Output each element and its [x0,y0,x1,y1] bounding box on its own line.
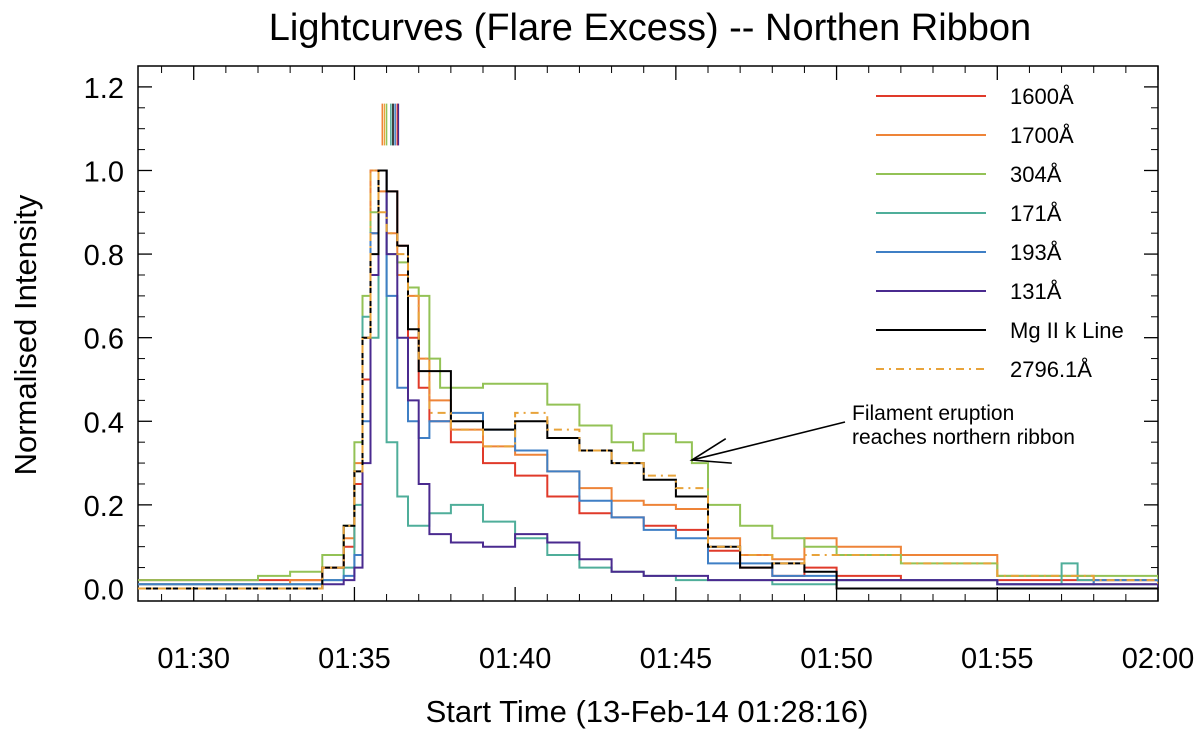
legend-label-5: 131Å [1010,279,1062,304]
annotation-line-0: Filament eruption [852,402,1014,425]
legend-label-4: 193Å [1010,240,1062,265]
series-line-5 [138,169,1158,590]
x-tick-label: 02:00 [1122,643,1195,675]
x-tick-label: 01:55 [961,643,1034,675]
legend-label-3: 171Å [1010,201,1062,226]
x-tick-label: 01:40 [479,643,552,675]
annotation-arrow-shaft [691,421,846,461]
annotation-arrow-head [689,438,732,464]
y-axis-label: Normalised Intensity [8,194,43,475]
series-line-1 [138,169,1158,586]
annotation-line-1: reaches northern ribbon [852,426,1075,449]
y-tick-label: 0.0 [84,574,124,606]
x-tick-label: 01:45 [640,643,713,675]
plot-area: 0.0 0.2 0.4 0.6 0.8 1.0 1.2 01:30 01:35 01:40 01:4… [84,65,1195,675]
legend-label-2: 304Å [1010,162,1062,187]
series-line-2 [138,169,1158,582]
y-tick-label: 0.2 [84,491,124,523]
x-tick-label: 01:50 [800,643,873,675]
x-axis-label: Start Time (13-Feb-14 01:28:16) [426,694,869,729]
legend-label-1: 1700Å [1010,123,1074,148]
y-tick-label: 0.6 [84,324,124,356]
y-tick-label: 1.0 [84,156,124,188]
legend-label-0: 1600Å [1010,84,1074,109]
x-tick-label: 01:30 [157,643,230,675]
legend-label-7: 2796.1Å [1010,357,1092,382]
y-tick-label: 1.2 [84,73,124,105]
y-tick-label: 0.8 [84,240,124,272]
series-line-3 [138,169,1158,586]
x-tick-label: 01:35 [318,643,391,675]
plot-frame [137,65,1159,602]
legend-label-6: Mg II k Line [1010,318,1124,343]
series-line-0 [138,169,1158,585]
chart-title: Lightcurves (Flare Excess) -- Northen Ri… [269,7,1031,49]
series-line-4 [138,169,1158,586]
y-tick-label: 0.4 [84,407,124,439]
